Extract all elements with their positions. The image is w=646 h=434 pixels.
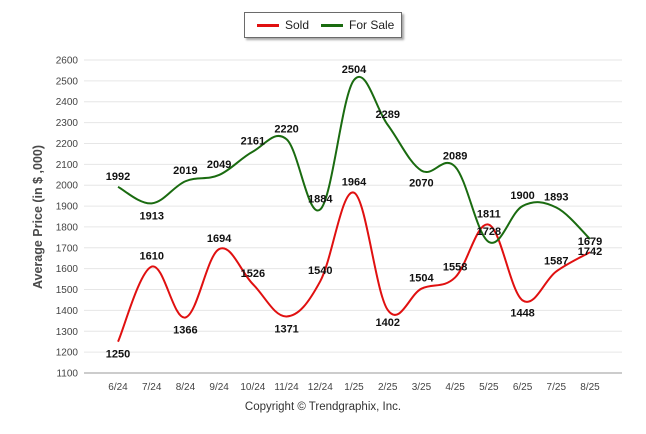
data-label: 1448: [510, 307, 534, 319]
x-tick-label: 2/25: [378, 382, 398, 393]
legend-label-sold: Sold: [285, 18, 310, 32]
x-tick-label: 1/25: [344, 382, 364, 393]
series-line-sold: [117, 191, 591, 343]
data-label: 1371: [274, 323, 298, 335]
x-tick-label: 6/24: [108, 382, 128, 393]
x-tick-label: 10/24: [240, 382, 265, 393]
y-tick-label: 1600: [56, 264, 79, 275]
x-tick-label: 7/24: [142, 382, 162, 393]
data-label: 1992: [106, 171, 130, 183]
y-tick-label: 2100: [56, 160, 79, 171]
data-label: 1884: [308, 193, 333, 205]
y-axis-label: Average Price (in $ ,000): [31, 144, 46, 289]
legend-item-for-sale: For Sale: [321, 13, 394, 37]
data-label: 1558: [443, 261, 467, 273]
y-tick-label: 1800: [56, 222, 79, 233]
data-label: 1610: [139, 251, 163, 263]
data-label: 1540: [308, 265, 332, 277]
legend-item-sold: Sold: [257, 13, 309, 37]
data-label: 1742: [578, 246, 602, 258]
data-label: 2019: [173, 165, 197, 177]
y-tick-label: 2000: [56, 181, 79, 192]
data-label: 1587: [544, 255, 568, 267]
data-label: 2504: [342, 64, 367, 76]
data-labels: 1250 1610 1366 1694 1526 1371 1540 1964 1402 1504…: [106, 64, 602, 361]
y-tick-label: 1400: [56, 306, 79, 317]
y-tick-label: 2200: [56, 139, 79, 150]
x-axis-ticks: 6/24 7/24 8/24 9/24 10/24 11/24 12/24 1/25 2/25 3…: [108, 382, 600, 393]
x-tick-label: 8/24: [176, 382, 196, 393]
x-tick-label: 7/25: [547, 382, 567, 393]
x-tick-label: 5/25: [479, 382, 499, 393]
data-label: 1893: [544, 192, 568, 204]
x-tick-label: 4/25: [445, 382, 465, 393]
legend: Sold For Sale: [244, 12, 402, 38]
y-tick-label: 1500: [56, 285, 79, 296]
y-tick-label: 1100: [56, 369, 78, 380]
data-label: 1526: [241, 268, 265, 280]
data-label: 2161: [241, 136, 265, 148]
y-tick-label: 2600: [56, 56, 79, 67]
y-tick-label: 1700: [56, 243, 79, 254]
data-label: 1366: [173, 324, 197, 336]
series-line-for-sale: [117, 76, 591, 244]
y-tick-label: 1900: [56, 202, 79, 213]
legend-label-for-sale: For Sale: [349, 18, 395, 32]
data-label: 1504: [409, 273, 434, 285]
y-tick-label: 1300: [56, 327, 79, 338]
copyright-text: Copyright © Trendgraphix, Inc.: [244, 401, 402, 413]
x-tick-label: 3/25: [412, 382, 432, 393]
data-label: 1250: [106, 349, 130, 361]
legend-swatch-for-sale: [321, 23, 343, 27]
x-tick-label: 11/24: [274, 382, 299, 393]
data-label: 2220: [274, 123, 298, 135]
data-label: 1811: [477, 209, 501, 221]
data-label: 1964: [342, 177, 367, 189]
series-lines: [117, 76, 591, 343]
y-tick-label: 2300: [56, 118, 79, 129]
y-tick-label: 1200: [56, 348, 79, 359]
x-tick-label: 6/25: [513, 382, 533, 393]
y-tick-label: 2400: [56, 97, 79, 108]
data-label: 1679: [578, 236, 602, 248]
data-label: 2289: [375, 109, 399, 121]
data-label: 2089: [443, 151, 467, 163]
x-tick-label: 12/24: [308, 382, 333, 393]
data-label: 1913: [139, 210, 163, 222]
data-label: 2070: [409, 178, 433, 190]
legend-swatch-sold: [257, 23, 279, 27]
data-label: 1694: [207, 233, 232, 245]
x-tick-label: 8/25: [580, 382, 600, 393]
y-tick-label: 2500: [56, 76, 79, 87]
x-tick-label: 9/24: [209, 382, 229, 393]
gridlines: [84, 59, 622, 374]
data-label: 1728: [477, 226, 501, 238]
data-label: 2049: [207, 159, 231, 171]
y-axis-ticks: 1100 1200 1300 1400 1500 1600 1700 1800 1900 2000…: [56, 56, 79, 380]
data-label: 1900: [510, 190, 534, 202]
data-label: 1402: [375, 317, 399, 329]
